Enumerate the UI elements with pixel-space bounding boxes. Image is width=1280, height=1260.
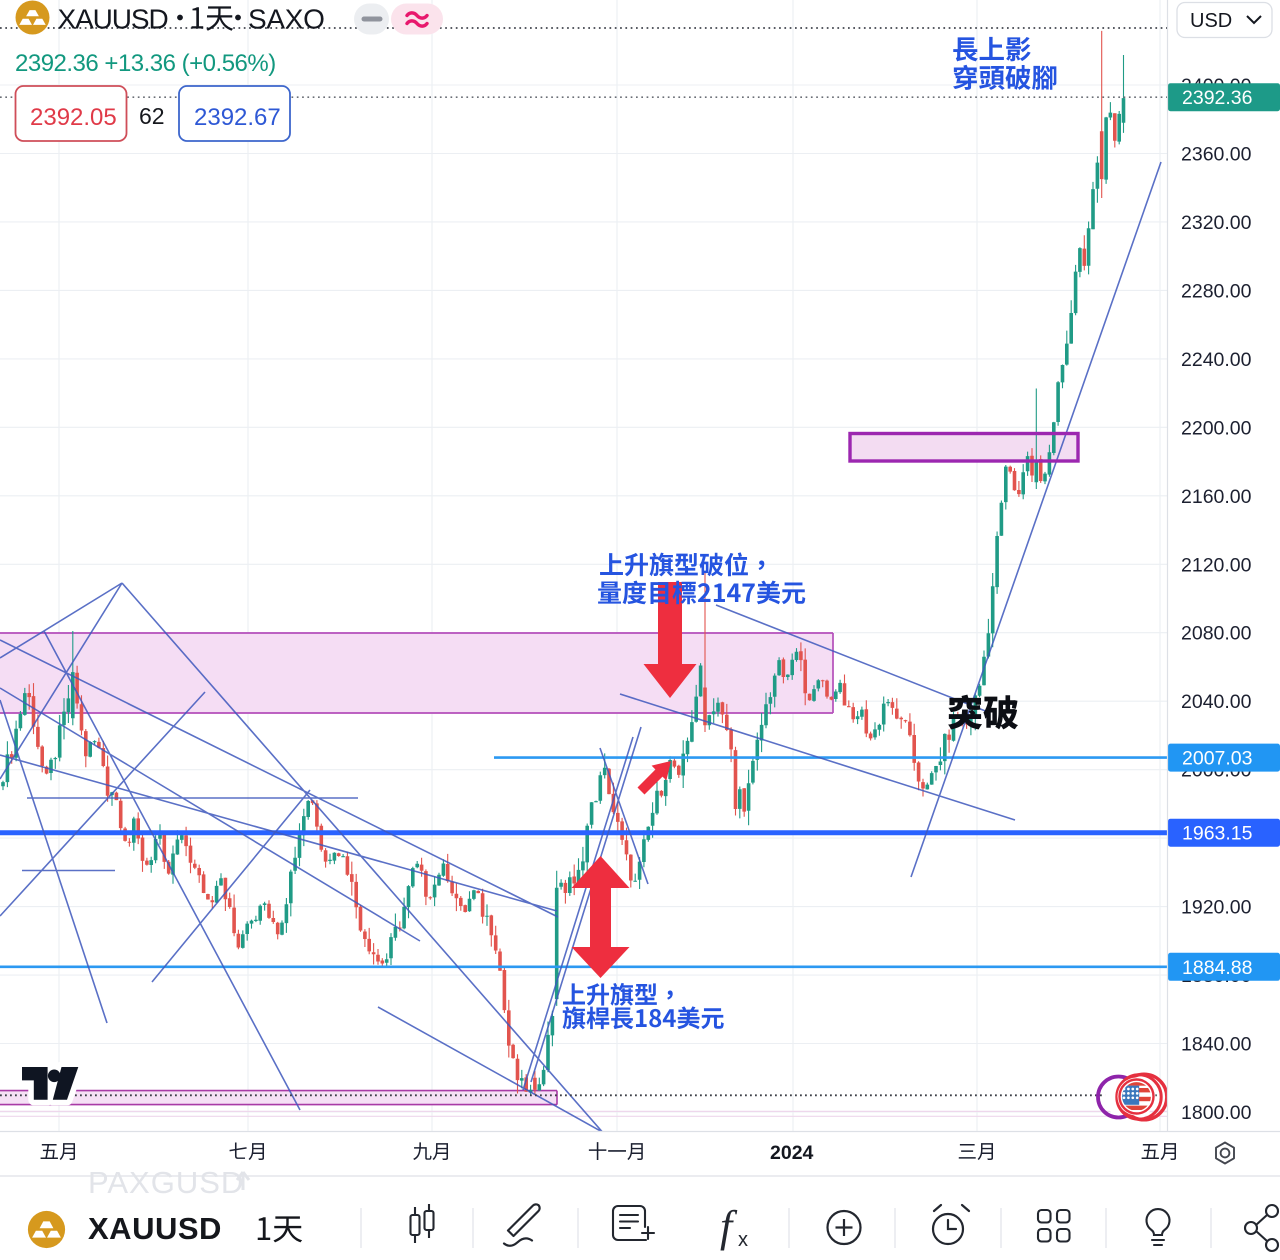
svg-text:1840.00: 1840.00: [1181, 1034, 1252, 1056]
svg-text:1884.88: 1884.88: [1182, 957, 1253, 979]
svg-text:2024: 2024: [770, 1142, 814, 1164]
svg-text:2320.00: 2320.00: [1181, 212, 1252, 234]
svg-text:2392.67: 2392.67: [194, 104, 281, 131]
svg-text:2392.36: 2392.36: [1182, 87, 1253, 109]
svg-text:XAUUSD: XAUUSD: [58, 4, 168, 35]
svg-text:PAXGUSD: PAXGUSD: [88, 1165, 244, 1200]
svg-text:62: 62: [139, 103, 165, 129]
svg-text:1920.00: 1920.00: [1181, 897, 1252, 919]
svg-text:1963.15: 1963.15: [1182, 823, 1253, 845]
svg-text:2080.00: 2080.00: [1181, 623, 1252, 645]
svg-text:SAXO: SAXO: [248, 4, 325, 35]
svg-text:2160.00: 2160.00: [1181, 486, 1252, 508]
svg-text:2120.00: 2120.00: [1181, 554, 1252, 576]
svg-text:2360.00: 2360.00: [1181, 144, 1252, 166]
svg-text:2280.00: 2280.00: [1181, 280, 1252, 302]
svg-text:2392.05: 2392.05: [30, 104, 117, 131]
svg-text:x: x: [738, 1229, 748, 1251]
svg-text:2007.03: 2007.03: [1182, 748, 1253, 770]
svg-text:2040.00: 2040.00: [1181, 691, 1252, 713]
svg-text:USD: USD: [1190, 10, 1232, 32]
svg-text:XAUUSD: XAUUSD: [88, 1211, 222, 1246]
svg-text:2240.00: 2240.00: [1181, 349, 1252, 371]
svg-text:2200.00: 2200.00: [1181, 417, 1252, 439]
svg-text:1800.00: 1800.00: [1181, 1102, 1252, 1124]
svg-text:2392.36 +13.36 (+0.56%): 2392.36 +13.36 (+0.56%): [15, 50, 276, 77]
